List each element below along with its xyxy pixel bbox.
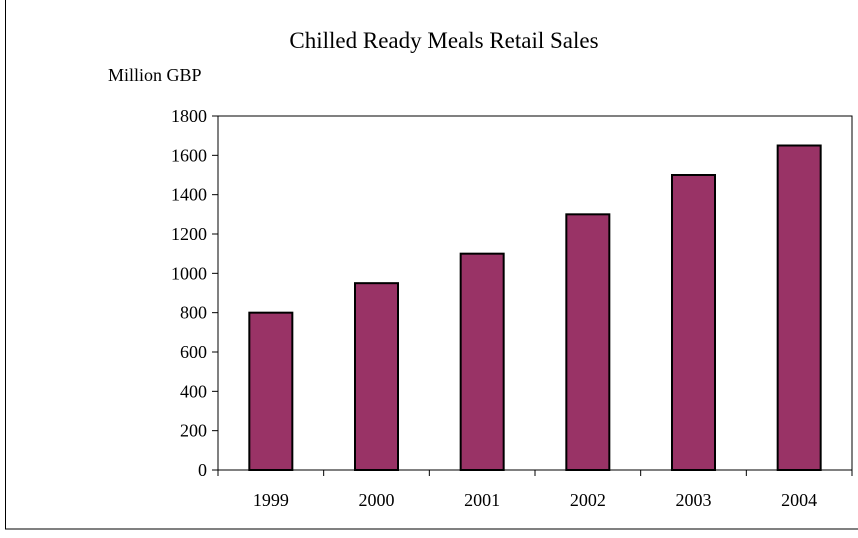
chart-title: Chilled Ready Meals Retail Sales bbox=[289, 28, 598, 53]
bar-2004 bbox=[776, 144, 822, 471]
y-tick-label: 200 bbox=[180, 421, 207, 441]
x-axis: 1999 2000 2001 2002 2003 2004 bbox=[217, 470, 853, 510]
y-tick-label: 1600 bbox=[171, 145, 207, 165]
x-tick-label: 2002 bbox=[570, 490, 606, 510]
x-tick-label: 2001 bbox=[464, 490, 500, 510]
bar-2003 bbox=[671, 174, 716, 471]
x-tick-label: 2004 bbox=[781, 490, 817, 510]
bar-2001 bbox=[459, 252, 505, 471]
y-axis-label: Million GBP bbox=[108, 65, 202, 85]
y-axis: 0 200 400 600 800 1000 1200 1400 1600 1800 bbox=[171, 106, 218, 480]
bars-group bbox=[248, 144, 822, 471]
bar-2000 bbox=[354, 282, 399, 471]
bar-1999 bbox=[248, 311, 294, 471]
y-tick-label: 600 bbox=[180, 342, 207, 362]
y-tick-label: 1400 bbox=[171, 185, 207, 205]
bar-2002 bbox=[565, 213, 611, 471]
y-tick-label: 1800 bbox=[171, 106, 207, 126]
y-tick-label: 400 bbox=[180, 381, 207, 401]
y-tick-label: 1000 bbox=[171, 263, 207, 283]
x-tick-label: 2003 bbox=[676, 490, 712, 510]
chart-border bbox=[5, 0, 858, 530]
plot-area bbox=[217, 115, 853, 471]
y-tick-label: 800 bbox=[180, 303, 207, 323]
x-tick-label: 1999 bbox=[253, 490, 289, 510]
x-tick-label: 2000 bbox=[359, 490, 395, 510]
y-tick-label: 1200 bbox=[171, 224, 207, 244]
y-tick-label: 0 bbox=[198, 460, 207, 480]
